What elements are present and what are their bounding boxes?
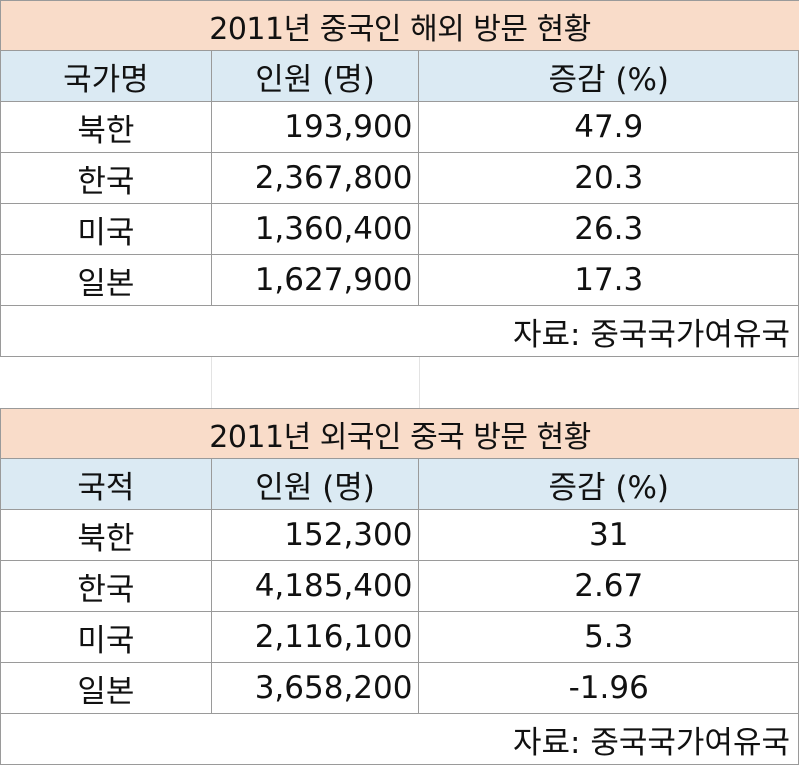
cell-visitors[interactable]: 1,627,900 — [212, 255, 420, 305]
cell-country[interactable]: 일본 — [1, 255, 212, 305]
table-title-row: 2011년 외국인 중국 방문 현황 — [1, 408, 799, 459]
cell-visitors[interactable]: 4,185,400 — [212, 561, 420, 611]
cell-visitors[interactable]: 193,900 — [212, 102, 420, 152]
header-change[interactable]: 증감 (%) — [419, 459, 799, 509]
header-visitors[interactable]: 인원 (명) — [212, 459, 420, 509]
table-row: 한국 4,185,400 2.67 — [1, 561, 799, 612]
cell-country[interactable]: 북한 — [1, 510, 212, 560]
source-row[interactable]: 자료: 중국국가여유국 — [1, 306, 799, 357]
header-visitors[interactable]: 인원 (명) — [212, 51, 420, 101]
source-note: 자료: 중국국가여유국 — [513, 316, 790, 353]
table-row: 미국 2,116,100 5.3 — [1, 612, 799, 663]
cell-change[interactable]: 20.3 — [419, 153, 799, 203]
cell-change[interactable]: 2.67 — [419, 561, 799, 611]
table-title-row: 2011년 중국인 해외 방문 현황 — [1, 0, 799, 51]
cell-change[interactable]: 31 — [419, 510, 799, 560]
empty-cell[interactable] — [212, 357, 420, 408]
table-row: 한국 2,367,800 20.3 — [1, 153, 799, 204]
cell-change[interactable]: 17.3 — [419, 255, 799, 305]
empty-cell[interactable] — [420, 357, 799, 408]
header-change[interactable]: 증감 (%) — [419, 51, 799, 101]
cell-country[interactable]: 미국 — [1, 204, 212, 254]
cell-change[interactable]: 47.9 — [419, 102, 799, 152]
empty-row[interactable] — [0, 357, 799, 408]
table-row: 미국 1,360,400 26.3 — [1, 204, 799, 255]
cell-country[interactable]: 한국 — [1, 561, 212, 611]
cell-visitors[interactable]: 3,658,200 — [212, 663, 420, 713]
source-note: 자료: 중국국가여유국 — [513, 724, 790, 761]
table-row: 북한 193,900 47.9 — [1, 102, 799, 153]
cell-country[interactable]: 미국 — [1, 612, 212, 662]
cell-change[interactable]: 26.3 — [419, 204, 799, 254]
table-title: 2011년 외국인 중국 방문 현황 — [209, 419, 591, 455]
cell-visitors[interactable]: 2,367,800 — [212, 153, 420, 203]
cell-country[interactable]: 북한 — [1, 102, 212, 152]
table-foreign-inbound: 2011년 외국인 중국 방문 현황 국적 인원 (명) 증감 (%) 북한 1… — [0, 408, 799, 765]
table-chinese-outbound: 2011년 중국인 해외 방문 현황 국가명 인원 (명) 증감 (%) 북한 … — [0, 0, 799, 357]
cell-visitors[interactable]: 152,300 — [212, 510, 420, 560]
table-header-row: 국가명 인원 (명) 증감 (%) — [1, 51, 799, 102]
source-row[interactable]: 자료: 중국국가여유국 — [1, 714, 799, 765]
table-row: 일본 1,627,900 17.3 — [1, 255, 799, 306]
table-row: 일본 3,658,200 -1.96 — [1, 663, 799, 714]
table-row: 북한 152,300 31 — [1, 510, 799, 561]
empty-cell[interactable] — [0, 357, 212, 408]
cell-visitors[interactable]: 2,116,100 — [212, 612, 420, 662]
header-country[interactable]: 국가명 — [1, 51, 212, 101]
header-nationality[interactable]: 국적 — [1, 459, 212, 509]
cell-country[interactable]: 한국 — [1, 153, 212, 203]
cell-change[interactable]: -1.96 — [419, 663, 799, 713]
table-title: 2011년 중국인 해외 방문 현황 — [209, 11, 591, 47]
table-header-row: 국적 인원 (명) 증감 (%) — [1, 459, 799, 510]
cell-visitors[interactable]: 1,360,400 — [212, 204, 420, 254]
cell-change[interactable]: 5.3 — [419, 612, 799, 662]
cell-country[interactable]: 일본 — [1, 663, 212, 713]
